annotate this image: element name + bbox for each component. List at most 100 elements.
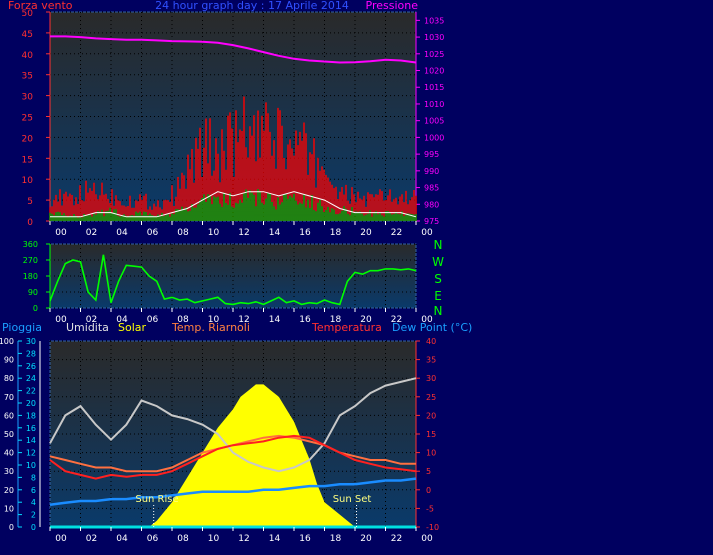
wind-speed-line bbox=[50, 191, 417, 218]
temp-y-tick-label: 25 bbox=[426, 393, 436, 402]
legend-solar: Solar bbox=[118, 321, 147, 334]
wind-y-tick-label: 30 bbox=[22, 93, 34, 103]
wind-y-tick-label: 5 bbox=[27, 197, 33, 207]
rain-y-tick-label: 30 bbox=[4, 467, 14, 476]
pressure-y-tick-label: 1030 bbox=[424, 33, 444, 42]
p1-x-tick-label: 22 bbox=[391, 228, 402, 238]
p3-x-tick-label: 20 bbox=[360, 534, 372, 544]
temperatura-line bbox=[49, 434, 417, 480]
solar-y-tick-label: 26 bbox=[26, 362, 36, 371]
solar-y-tick-label: 12 bbox=[26, 449, 36, 458]
p2-x-tick-label: 04 bbox=[116, 315, 128, 325]
temp-y-tick-label: 0 bbox=[426, 486, 431, 495]
pressure-y-tick-label: 980 bbox=[424, 200, 439, 209]
humidity-line bbox=[49, 377, 417, 473]
solar-y-tick-label: 0 bbox=[31, 523, 36, 532]
dew-point-line bbox=[49, 477, 417, 506]
solar-y-tick-label: 28 bbox=[26, 349, 36, 358]
rain-y-tick-label: 0 bbox=[9, 523, 14, 532]
p3-x-tick-label: 00 bbox=[421, 534, 433, 544]
dir-y-tick-label: 90 bbox=[28, 288, 38, 297]
p1-x-tick-label: 02 bbox=[86, 228, 97, 238]
p2-x-tick-label: 12 bbox=[238, 315, 249, 325]
p3-x-tick-label: 08 bbox=[177, 534, 189, 544]
pressure-y-tick-label: 975 bbox=[424, 217, 439, 226]
p3-x-tick-label: 16 bbox=[299, 534, 311, 544]
p2-x-tick-label: 22 bbox=[391, 315, 402, 325]
p1-x-tick-label: 20 bbox=[360, 228, 372, 238]
p3-x-tick-label: 12 bbox=[238, 534, 249, 544]
p1-x-tick-label: 16 bbox=[299, 228, 311, 238]
wind-dir-label-n1: N bbox=[434, 238, 443, 252]
rain-y-tick-label: 60 bbox=[4, 411, 14, 420]
p2-x-tick-label: 00 bbox=[55, 315, 67, 325]
wind-y-tick-label: 20 bbox=[22, 134, 34, 144]
pressure-y-tick-label: 1020 bbox=[424, 67, 444, 76]
wind-axis-title: Forza vento bbox=[8, 0, 73, 12]
dir-y-tick-label: 180 bbox=[23, 272, 38, 281]
p1-x-tick-label: 06 bbox=[147, 228, 159, 238]
pressure-y-tick-label: 990 bbox=[424, 167, 439, 176]
p1-x-tick-label: 10 bbox=[208, 228, 220, 238]
p3-x-tick-label: 00 bbox=[55, 534, 67, 544]
legend-temperatura: Temperatura bbox=[311, 321, 382, 334]
p3-x-tick-label: 22 bbox=[391, 534, 402, 544]
solar-area bbox=[50, 384, 416, 527]
legend-dew-point: Dew Point (°C) bbox=[392, 321, 472, 334]
wind-y-tick-label: 50 bbox=[22, 9, 34, 19]
wind-y-tick-label: 0 bbox=[27, 218, 33, 228]
rain-y-tick-label: 40 bbox=[4, 449, 14, 458]
rain-y-tick-label: 10 bbox=[4, 504, 14, 513]
pressure-y-tick-label: 1000 bbox=[424, 133, 444, 142]
temp-y-tick-label: 5 bbox=[426, 467, 431, 476]
temp-y-tick-label: 10 bbox=[426, 449, 436, 458]
solar-y-tick-label: 30 bbox=[26, 337, 36, 346]
sun-rise-label: Sun Rise bbox=[135, 494, 178, 505]
rain-y-tick-label: 100 bbox=[0, 337, 14, 346]
temp-y-tick-label: -10 bbox=[426, 523, 439, 532]
p2-x-tick-label: 08 bbox=[177, 315, 189, 325]
p2-x-tick-label: 10 bbox=[208, 315, 220, 325]
pressure-y-tick-label: 1010 bbox=[424, 100, 444, 109]
dir-y-tick-label: 0 bbox=[33, 304, 38, 313]
wind-dir-label-e: E bbox=[434, 289, 442, 303]
pressure-line bbox=[50, 35, 417, 64]
temp-y-tick-label: 20 bbox=[426, 411, 436, 420]
wind-dir-label-n2: N bbox=[434, 304, 443, 318]
temp-y-tick-label: 30 bbox=[426, 374, 436, 383]
p1-x-tick-label: 12 bbox=[238, 228, 249, 238]
solar-y-tick-label: 18 bbox=[26, 411, 36, 420]
rain-y-tick-label: 20 bbox=[4, 486, 14, 495]
p2-x-tick-label: 16 bbox=[299, 315, 311, 325]
solar-y-tick-label: 20 bbox=[26, 399, 36, 408]
legend-temp-riarnoli: Temp. Riarnoli bbox=[171, 321, 250, 334]
temp-y-tick-label: 15 bbox=[426, 430, 436, 439]
legend-umidita: Umidita bbox=[66, 321, 109, 334]
rain-y-tick-label: 70 bbox=[4, 393, 14, 402]
rain-y-tick-label: 90 bbox=[4, 356, 14, 365]
dir-y-tick-label: 360 bbox=[23, 240, 38, 249]
p1-x-tick-label: 14 bbox=[269, 228, 281, 238]
temp-y-tick-label: 35 bbox=[426, 356, 436, 365]
pressure-y-tick-label: 1025 bbox=[424, 50, 444, 59]
rain-y-tick-label: 80 bbox=[4, 374, 14, 383]
solar-y-tick-label: 14 bbox=[26, 436, 36, 445]
p2-x-tick-label: 20 bbox=[360, 315, 372, 325]
pressure-y-tick-label: 1005 bbox=[424, 117, 444, 126]
wind-y-tick-label: 15 bbox=[22, 155, 33, 165]
solar-y-tick-label: 6 bbox=[31, 486, 36, 495]
rain-y-tick-label: 50 bbox=[4, 430, 14, 439]
sun-set-label: Sun Set bbox=[333, 494, 372, 505]
p3-x-tick-label: 06 bbox=[147, 534, 159, 544]
wind-y-tick-label: 10 bbox=[22, 176, 34, 186]
solar-y-tick-label: 2 bbox=[31, 511, 36, 520]
p2-x-tick-label: 06 bbox=[147, 315, 159, 325]
dir-y-tick-label: 270 bbox=[23, 256, 38, 265]
temp-y-tick-label: 40 bbox=[426, 337, 436, 346]
p3-x-tick-label: 14 bbox=[269, 534, 281, 544]
pressure-y-tick-label: 985 bbox=[424, 184, 439, 193]
p3-x-tick-label: 18 bbox=[330, 534, 342, 544]
